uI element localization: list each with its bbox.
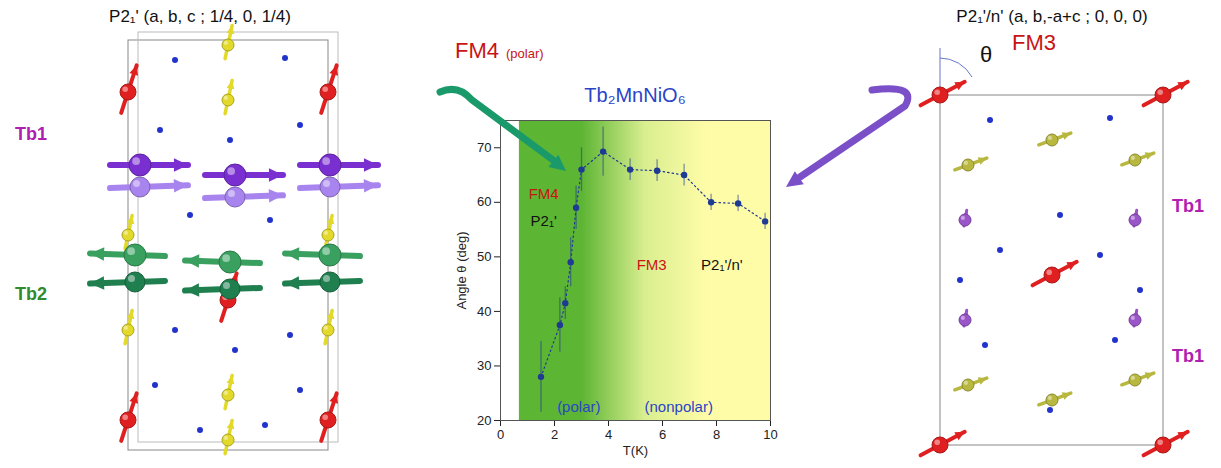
svg-text:60: 60 (477, 194, 491, 209)
svg-text:P2₁': P2₁' (531, 212, 557, 229)
svg-text:P2₁'/n' (a, b,-a+c ; 0, 0, 0): P2₁'/n' (a, b,-a+c ; 0, 0, 0) (956, 7, 1147, 26)
svg-text:T(K): T(K) (623, 443, 648, 458)
svg-text:Tb1: Tb1 (1172, 346, 1204, 366)
svg-text:2: 2 (551, 427, 558, 442)
svg-text:8: 8 (713, 427, 720, 442)
svg-text:40: 40 (477, 304, 491, 319)
svg-text:20: 20 (477, 413, 491, 428)
svg-text:FM4: FM4 (529, 185, 559, 202)
svg-text:FM3: FM3 (1012, 30, 1056, 55)
svg-text:0: 0 (497, 427, 504, 442)
svg-text:Tb1: Tb1 (15, 124, 47, 144)
svg-text:(polar): (polar) (557, 398, 600, 415)
svg-text:10: 10 (763, 427, 777, 442)
svg-text:P2₁' (a, b, c ; 1/4, 0, 1/4): P2₁' (a, b, c ; 1/4, 0, 1/4) (109, 7, 291, 26)
svg-text:50: 50 (477, 249, 491, 264)
svg-text:70: 70 (477, 140, 491, 155)
svg-text:θ: θ (980, 42, 992, 67)
svg-text:FM3: FM3 (637, 256, 667, 273)
svg-text:FM4: FM4 (455, 38, 499, 63)
svg-text:6: 6 (659, 427, 666, 442)
svg-text:(nonpolar): (nonpolar) (645, 398, 713, 415)
svg-text:4: 4 (605, 427, 612, 442)
svg-text:(polar): (polar) (506, 46, 544, 61)
svg-text:30: 30 (477, 358, 491, 373)
html-text:Tb₂MnNiO₆: Tb₂MnNiO₆ (584, 84, 686, 106)
svg-text:P2₁'/n': P2₁'/n' (701, 256, 743, 273)
svg-text:Angle θ (deg): Angle θ (deg) (454, 231, 469, 309)
svg-text:Tb2: Tb2 (15, 284, 47, 304)
svg-text:Tb1: Tb1 (1172, 196, 1204, 216)
